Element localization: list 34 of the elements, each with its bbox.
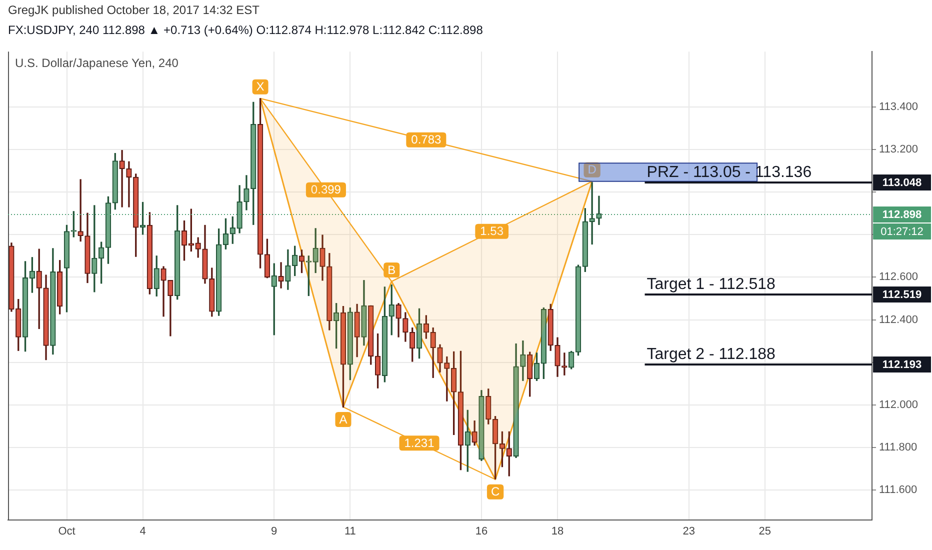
text: 112.898 <box>882 209 922 222</box>
text: 112.519 <box>882 289 922 302</box>
x-tick-label: 18 <box>551 525 564 538</box>
data-label: X <box>256 80 264 94</box>
x-tick-label: 11 <box>344 525 356 538</box>
series-label: 1.53 <box>480 224 504 238</box>
x-tick-label: 4 <box>140 525 146 538</box>
series-label: 1.231 <box>404 436 435 450</box>
y-tick-label: 113.400 <box>879 100 918 113</box>
x-tick-label: 25 <box>758 525 771 538</box>
y-tick-label: 112.600 <box>879 271 918 284</box>
ref-line-label: Target 2 - 112.188 <box>646 346 776 363</box>
y-tick-label: 112.000 <box>879 398 918 411</box>
text: 112.193 <box>882 359 922 372</box>
x-tick-label: Oct <box>58 525 76 538</box>
x-tick-label: 23 <box>682 525 695 538</box>
chart-title: GregJK published October 18, 2017 14:32 EST <box>7 2 260 19</box>
y-tick-label: 111.800 <box>879 441 918 454</box>
series-label: 0.783 <box>411 132 442 147</box>
data-label: D <box>588 162 597 177</box>
ref-line-label: Target 1 - 112.518 <box>646 276 776 293</box>
chart-subtitle: FX:USDJPY, 240 112.898 ▲ +0.713 (+0.64%) O:112.874 H:112.978 L:112.842 C:112.898 <box>7 22 484 39</box>
annotation: U.S. Dollar/Japanese Yen, 240 <box>15 56 179 70</box>
x-tick-label: 16 <box>475 525 488 538</box>
data-label: B <box>388 262 396 277</box>
text: 01:27:12 <box>880 226 924 238</box>
text: 113.048 <box>882 177 922 190</box>
y-tick-label: 113.200 <box>879 144 918 156</box>
x-tick-label: 9 <box>271 525 278 538</box>
series-label: 0.399 <box>310 182 342 197</box>
y-tick-label: 112.400 <box>879 314 918 326</box>
data-label: C <box>490 484 500 499</box>
y-tick-label: 111.600 <box>879 484 918 496</box>
data-label: A <box>339 412 348 426</box>
